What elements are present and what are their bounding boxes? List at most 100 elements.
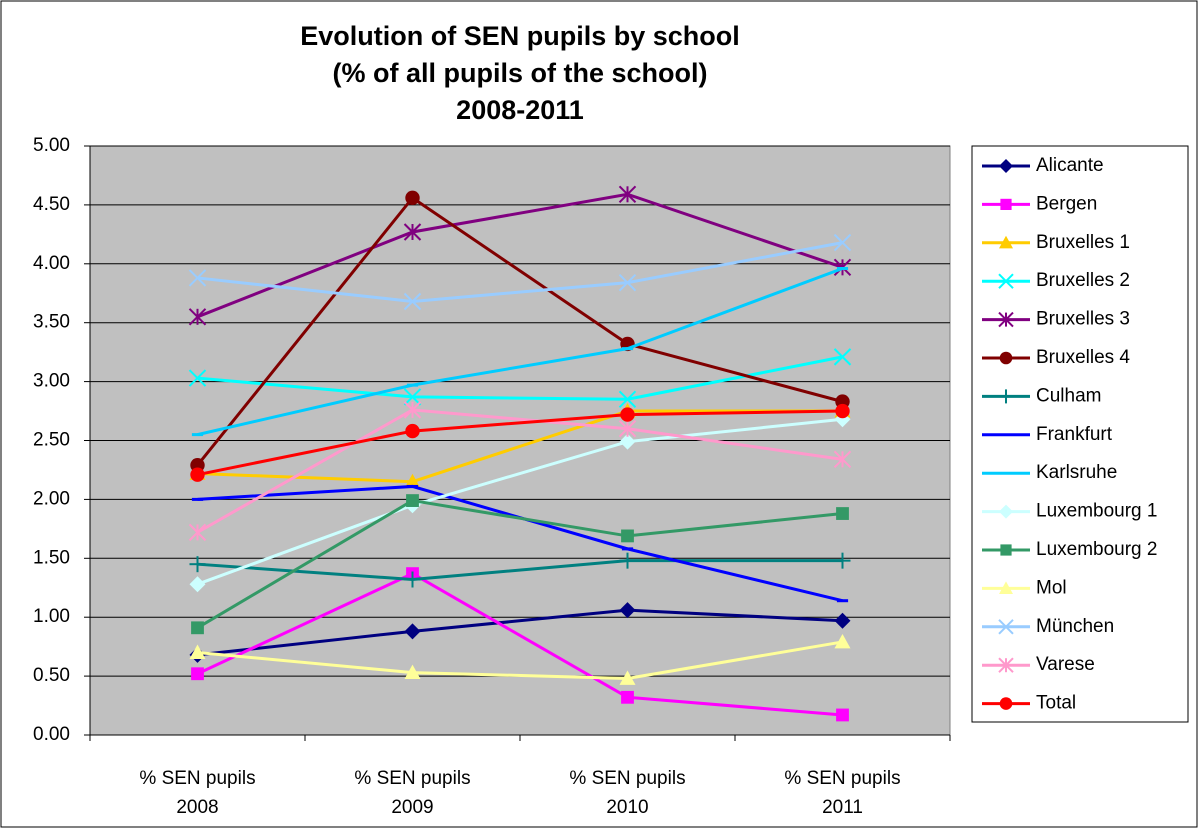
marker (1000, 198, 1012, 210)
marker (998, 619, 1014, 635)
marker-part (836, 708, 849, 722)
x-tick-label: % SEN pupils 2009 (354, 768, 471, 818)
marker-part (191, 621, 204, 635)
marker-part (998, 619, 1014, 635)
series-line (196, 499, 843, 630)
legend-label: Bruxelles 1 (1036, 232, 1130, 253)
legend-label: Culham (1036, 385, 1101, 406)
marker (833, 348, 852, 366)
x-tick-label: % SEN pupils 2008 (139, 768, 256, 818)
marker (403, 388, 422, 406)
series-line (196, 417, 843, 586)
legend-label: Bruxelles 3 (1036, 309, 1130, 330)
marker-part (998, 273, 1014, 289)
legend-label: Varese (1036, 654, 1095, 675)
marker (999, 504, 1013, 519)
marker (188, 523, 207, 542)
series-line (197, 608, 843, 657)
marker-part (404, 473, 421, 489)
marker (999, 697, 1013, 710)
marker-part (405, 190, 420, 206)
marker (188, 269, 207, 287)
y-tick-label: 3.00 (33, 371, 70, 392)
marker-part (189, 576, 206, 593)
marker (618, 273, 637, 292)
marker-part (404, 664, 421, 679)
marker (833, 450, 852, 469)
legend-label: Bruxelles 2 (1036, 270, 1130, 291)
marker (621, 529, 634, 543)
marker (404, 664, 421, 679)
y-tick-label: 4.00 (33, 253, 70, 274)
series-line (196, 192, 843, 319)
y-tick-label: 1.00 (33, 606, 70, 627)
legend-label: Bergen (1036, 193, 1097, 214)
series-line (196, 195, 843, 467)
marker (404, 623, 421, 640)
marker-part (618, 390, 637, 408)
marker-part (999, 697, 1013, 710)
marker-part (836, 507, 849, 520)
marker (618, 185, 637, 204)
marker (834, 633, 851, 649)
y-tick-label: 0.00 (33, 724, 70, 745)
series-line (197, 409, 843, 484)
legend-label: Frankfurt (1036, 424, 1113, 445)
marker-part (621, 529, 634, 543)
marker-part (999, 159, 1013, 173)
series-line (197, 409, 843, 477)
marker-part (999, 504, 1013, 519)
series-line (197, 241, 843, 304)
marker (619, 670, 636, 685)
legend-label: Karlsruhe (1036, 462, 1117, 483)
marker-part (403, 388, 422, 406)
marker (189, 644, 206, 659)
marker-part (833, 233, 852, 252)
y-tick-label: 2.00 (33, 488, 70, 509)
marker (834, 612, 851, 629)
marker-part (833, 348, 852, 366)
marker (836, 708, 849, 722)
x-tick-label: % SEN pupils 2011 (784, 768, 901, 818)
x-tick-label: % SEN pupils 2010 (569, 768, 686, 818)
marker-part (835, 403, 850, 419)
marker (998, 657, 1014, 673)
marker (999, 581, 1013, 594)
marker (836, 507, 849, 520)
marker (998, 273, 1014, 289)
marker-part (619, 602, 636, 619)
marker-part (188, 369, 207, 387)
marker (189, 576, 206, 593)
marker-part (405, 423, 420, 439)
series-line (197, 355, 843, 401)
marker-part (404, 623, 421, 640)
legend-label: Bruxelles 4 (1036, 347, 1130, 368)
marker (404, 473, 421, 489)
legend-label: Alicante (1036, 155, 1104, 176)
y-tick-label: 3.50 (33, 312, 70, 333)
marker (618, 420, 637, 438)
marker-part (999, 235, 1013, 249)
y-tick-label: 2.50 (33, 430, 70, 451)
marker (833, 233, 852, 252)
marker-part (188, 269, 207, 287)
marker (621, 690, 634, 704)
marker (618, 390, 637, 408)
series-line (196, 408, 843, 534)
marker (834, 552, 851, 569)
chart-title: Evolution of SEN pupils by school (% of … (300, 21, 740, 125)
marker (404, 571, 421, 588)
legend-label: Mol (1036, 577, 1067, 598)
series-line (197, 640, 843, 680)
y-tick-label: 1.50 (33, 547, 70, 568)
marker-part (618, 273, 637, 292)
legend-label: München (1036, 616, 1114, 637)
marker-part (403, 292, 422, 311)
marker (403, 223, 422, 241)
marker (188, 369, 207, 387)
marker-part (189, 644, 206, 659)
marker-part (1000, 198, 1012, 210)
marker-part (834, 633, 851, 649)
